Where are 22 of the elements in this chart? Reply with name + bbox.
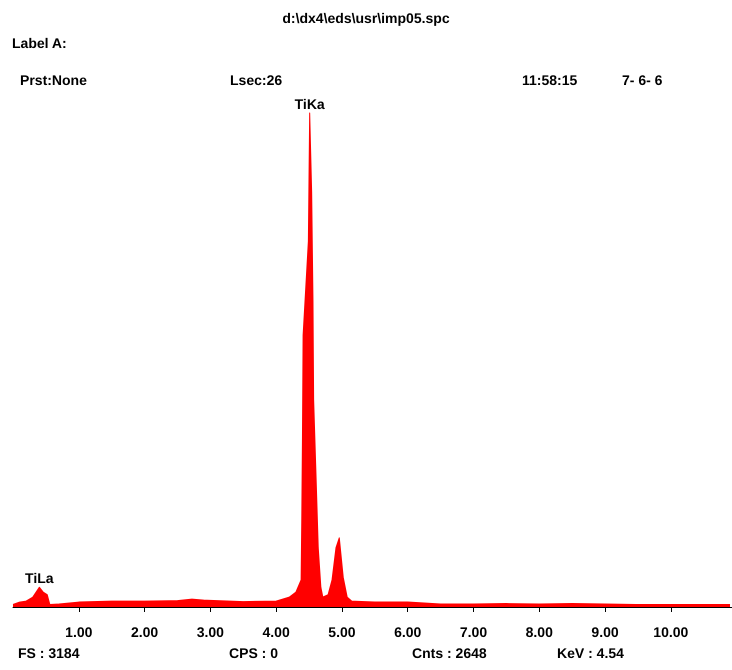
x-tick-label: 1.00	[65, 624, 93, 640]
x-tick-label: 5.00	[328, 624, 356, 640]
x-tick-label: 8.00	[526, 624, 554, 640]
chart-title: d:\dx4\eds\usr\imp05.spc	[282, 10, 450, 26]
x-tick-label: 4.00	[262, 624, 290, 640]
x-tick-label: 9.00	[591, 624, 619, 640]
text: Cnts : 2648	[412, 645, 487, 661]
x-tick-label: 3.00	[196, 624, 224, 640]
text: 7- 6- 6	[622, 72, 663, 88]
text: KeV : 4.54	[557, 645, 624, 661]
annotation: TiKa	[294, 96, 325, 112]
x-tick-label: 6.00	[394, 624, 422, 640]
text: CPS : 0	[229, 645, 278, 661]
annotation: TiLa	[25, 570, 54, 586]
x-tick-label: 7.00	[460, 624, 488, 640]
text: Prst:None	[20, 72, 88, 88]
text: 11:58:15	[522, 72, 578, 88]
x-tick-label: 10.00	[653, 624, 689, 640]
text: Lsec:26	[230, 72, 282, 88]
text: Label A:	[12, 35, 67, 51]
x-tick-label: 2.00	[130, 624, 158, 640]
text: FS : 3184	[18, 645, 80, 661]
